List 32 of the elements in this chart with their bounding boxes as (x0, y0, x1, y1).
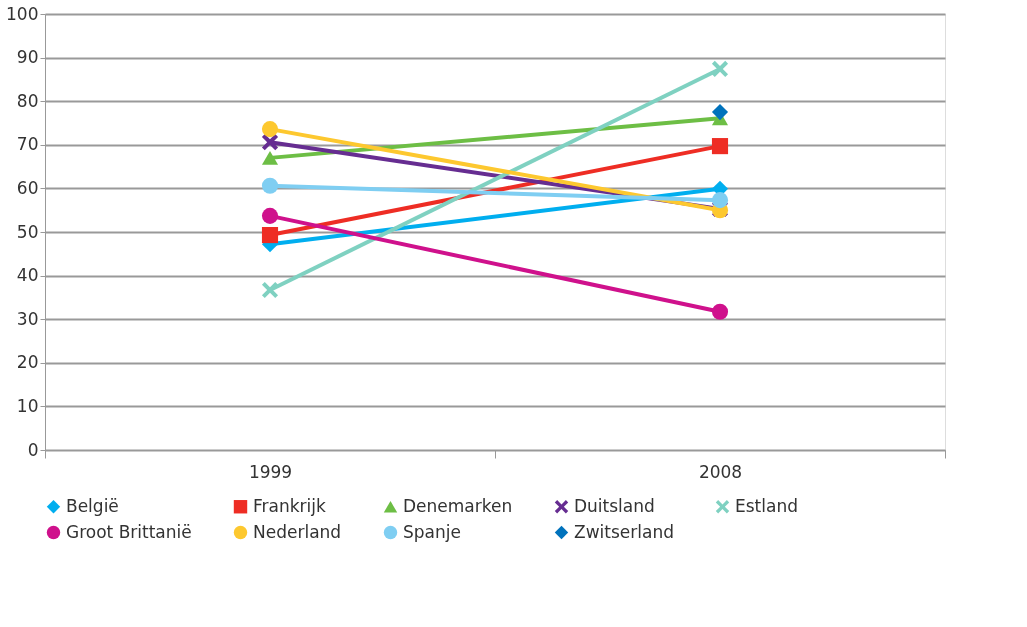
legend-label: België (66, 495, 119, 516)
legend-label: Nederland (253, 521, 342, 542)
point (261, 134, 279, 151)
point (711, 303, 729, 320)
y-tick-label: 90 (16, 47, 39, 68)
legend-label: Groot Brittanië (66, 521, 192, 542)
point (261, 121, 279, 138)
y-tick-label: 30 (16, 308, 39, 329)
point (711, 60, 729, 77)
y-tick-label: 70 (16, 134, 39, 155)
point (261, 177, 279, 194)
x-tick-label: 2008 (698, 461, 743, 482)
legend-label: Estland (735, 495, 798, 516)
y-tick-label: 20 (16, 352, 39, 373)
y-tick-label: 50 (16, 221, 39, 242)
y-tick-label: 60 (16, 177, 39, 198)
y-tick-label: 100 (6, 3, 39, 24)
x-tick-label: 1999 (248, 461, 293, 482)
legend-label: Denemarken (403, 495, 513, 516)
point (261, 226, 279, 244)
point (711, 138, 729, 155)
y-tick-label: 0 (27, 439, 39, 460)
y-tick-label: 80 (16, 90, 39, 111)
point (711, 192, 729, 209)
legend-label: Zwitserland (574, 521, 674, 542)
point (261, 281, 279, 299)
y-tick-label: 10 (16, 395, 39, 416)
point (261, 207, 279, 224)
legend-label: Spanje (403, 521, 461, 542)
y-tick-label: 40 (16, 265, 39, 286)
legend-label: Frankrijk (253, 495, 326, 516)
legend-label: Duitsland (574, 495, 655, 516)
